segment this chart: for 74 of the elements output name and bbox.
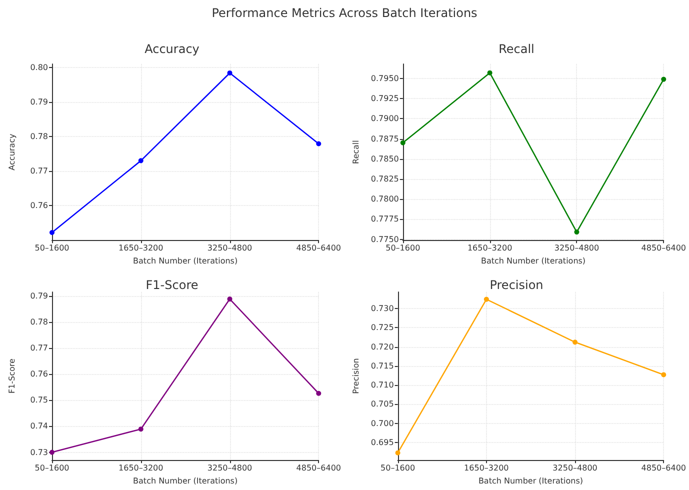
x-tick-label: 1650–3200	[118, 244, 164, 253]
y-axis-title: Accuracy	[8, 134, 16, 170]
x-axis-title: Batch Number (Iterations)	[478, 476, 584, 486]
x-tick-label: 50–1600	[380, 464, 416, 473]
y-tick-label: 0.78	[30, 317, 48, 326]
x-tick-label: 50–1600	[34, 464, 70, 473]
point	[487, 70, 492, 76]
x-tick-label: 3250–4800	[554, 244, 600, 253]
point	[395, 450, 400, 456]
x-tick-label: 3250–4800	[207, 464, 252, 473]
point	[661, 372, 666, 378]
x-tick-label: 1650–3200	[118, 464, 164, 473]
point	[227, 296, 232, 302]
y-tick-label: 0.75	[30, 396, 48, 405]
y-tick-label: 0.7775	[370, 214, 399, 224]
y-tick-label: 0.78	[30, 132, 48, 142]
point	[138, 426, 144, 432]
y-tick-label: 0.7925	[370, 94, 399, 104]
chart-title: Recall	[498, 42, 534, 56]
y-tick-label: 0.725	[370, 323, 394, 332]
y-tick-label: 0.7750	[370, 234, 399, 244]
x-axis-title: Batch Number (Iterations)	[133, 476, 238, 486]
y-tick-label: 0.7800	[370, 194, 399, 204]
y-tick-label: 0.715	[370, 361, 394, 370]
point	[138, 158, 144, 164]
y-tick-label: 0.7900	[370, 114, 399, 124]
y-tick-label: 0.73	[30, 448, 48, 457]
point	[50, 230, 54, 235]
point	[50, 450, 54, 455]
y-axis-title: F1-Score	[8, 358, 16, 394]
point	[227, 70, 232, 76]
x-tick-label: 4850–6400	[641, 464, 686, 473]
y-tick-label: 0.700	[370, 418, 394, 428]
x-tick-label: 4850–6400	[296, 244, 341, 253]
y-tick-label: 0.7950	[370, 74, 399, 83]
text: Performance Metrics Across Batch Iterations	[210, 6, 478, 20]
x-tick-label: 4850–6400	[296, 464, 341, 473]
y-tick-label: 0.705	[370, 400, 394, 409]
chart-title: Accuracy	[144, 42, 200, 56]
x-axis-title: Batch Number (Iterations)	[480, 256, 586, 266]
point	[574, 230, 580, 235]
point	[484, 296, 489, 302]
point	[400, 140, 406, 146]
x-tick-label: 3250–4800	[207, 244, 252, 253]
y-tick-label: 0.76	[30, 201, 48, 210]
y-tick-label: 0.7850	[370, 154, 399, 164]
point	[572, 340, 578, 345]
y-tick-label: 0.79	[30, 97, 48, 106]
point	[316, 141, 322, 146]
point	[316, 390, 322, 396]
y-tick-label: 0.79	[30, 291, 48, 300]
y-tick-label: 0.710	[370, 380, 394, 390]
x-tick-label: 1650–3200	[464, 464, 509, 473]
x-tick-label: 50–1600	[386, 244, 420, 253]
y-tick-label: 0.695	[370, 438, 394, 447]
y-tick-label: 0.7825	[370, 174, 399, 184]
y-tick-label: 0.77	[30, 344, 48, 353]
y-axis-title: Precision	[352, 358, 360, 394]
y-tick-label: 0.76	[30, 370, 48, 379]
y-axis-title: Recall	[352, 140, 360, 164]
y-tick-label: 0.80	[30, 62, 48, 72]
x-tick-label: 50–1600	[34, 244, 70, 253]
y-tick-label: 0.7875	[370, 134, 399, 144]
x-tick-label: 3250–4800	[552, 464, 598, 473]
y-tick-label: 0.74	[30, 422, 48, 431]
x-tick-label: 1650–3200	[467, 244, 512, 253]
chart-title: Precision	[490, 278, 544, 292]
x-axis-title: Batch Number (Iterations)	[133, 256, 238, 266]
y-tick-label: 0.77	[30, 166, 48, 176]
chart-title: F1-Score	[146, 278, 198, 292]
y-tick-label: 0.730	[370, 304, 394, 313]
x-tick-label: 4850–6400	[641, 244, 686, 253]
point	[661, 76, 666, 82]
y-tick-label: 0.720	[370, 342, 394, 352]
